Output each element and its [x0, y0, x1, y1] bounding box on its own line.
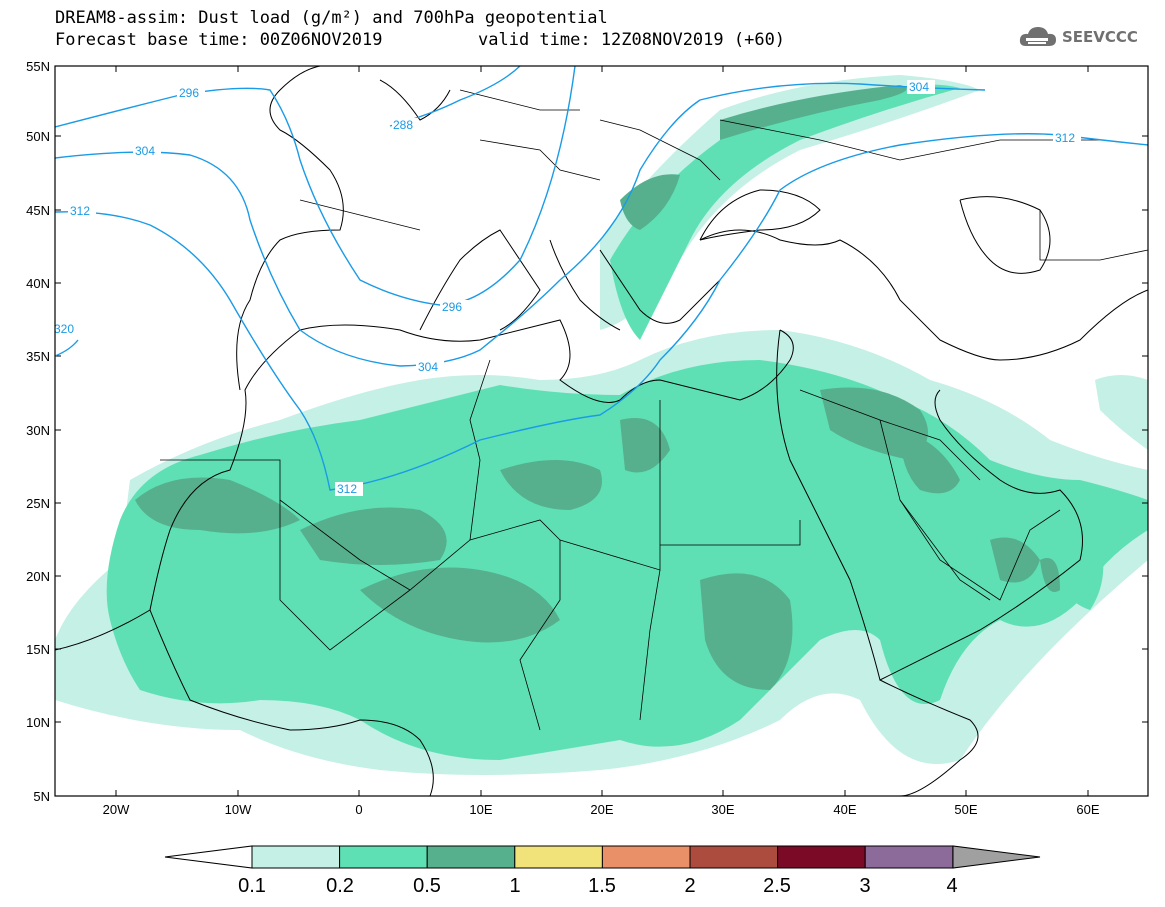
lat-label: 45N	[26, 203, 50, 218]
colorbar-swatch	[601, 845, 691, 869]
valid-time: valid time: 12Z08NOV2019 (+60)	[478, 30, 786, 50]
lon-label: 20E	[590, 802, 613, 817]
contour-label: 296	[442, 300, 462, 314]
colorbar-label: 0.5	[413, 875, 441, 897]
colorbar-swatch	[339, 845, 428, 869]
lon-label: 60E	[1076, 802, 1099, 817]
colorbar-high-arrow	[952, 845, 1041, 869]
forecast-base-time: Forecast base time: 00Z06NOV2019	[55, 30, 383, 50]
lon-label: 50E	[954, 802, 977, 817]
seevccc-logo: SEEVCCC	[1018, 24, 1138, 50]
contour-label: 312	[337, 482, 357, 496]
colorbar-swatch	[251, 845, 341, 869]
contour-label: 288	[393, 118, 413, 132]
contour-labels: 296 288 304 312 320 296 304 312 304 312	[54, 80, 1081, 496]
colorbar-swatch	[689, 845, 779, 869]
logo-text: SEEVCCC	[1062, 28, 1138, 46]
contour-label: 304	[418, 360, 438, 374]
lat-label: 55N	[26, 59, 50, 74]
contour-label: 320	[54, 322, 74, 336]
colorbar-label: 1	[509, 875, 520, 897]
map-frame	[54, 65, 1149, 797]
contour-label: 304	[909, 80, 929, 94]
colorbar: 0.1 0.2 0.5 1 1.5 2 2.5 3 4	[164, 845, 1041, 897]
longitude-labels: 20W 10W 0 10E 20E 30E 40E 50E 60E	[103, 802, 1100, 817]
lat-label: 30N	[26, 423, 50, 438]
lat-label: 10N	[26, 715, 50, 730]
colorbar-swatch	[864, 845, 954, 869]
lat-label: 15N	[26, 642, 50, 657]
lat-label: 5N	[33, 789, 50, 804]
map-title: DREAM8-assim: Dust load (g/m²) and 700hP…	[55, 8, 608, 28]
lat-label: 40N	[26, 276, 50, 291]
colorbar-swatch	[777, 845, 866, 869]
colorbar-label: 3	[859, 875, 870, 897]
contour-label: 304	[135, 144, 155, 158]
lon-label: 10E	[469, 802, 492, 817]
colorbar-label: 2	[684, 875, 695, 897]
latitude-labels: 55N 50N 45N 40N 35N 30N 25N 20N 15N 10N …	[26, 59, 50, 804]
colorbar-label: 0.2	[326, 875, 354, 897]
colorbar-low-arrow	[164, 845, 253, 869]
colorbar-swatch	[426, 845, 516, 869]
contour-label: 312	[1055, 131, 1075, 145]
lat-label: 25N	[26, 496, 50, 511]
lon-label: 20W	[103, 802, 130, 817]
lon-label: 30E	[711, 802, 734, 817]
lat-label: 50N	[26, 129, 50, 144]
colorbar-label: 4	[946, 875, 957, 897]
lon-label: 40E	[833, 802, 856, 817]
colorbar-label: 1.5	[588, 875, 616, 897]
colorbar-label: 0.1	[238, 875, 266, 897]
lon-label: 10W	[225, 802, 252, 817]
dust-layer-dark	[135, 85, 1060, 690]
contour-label: 296	[179, 86, 199, 100]
cloud-icon	[1019, 27, 1056, 46]
lon-label: 0	[355, 802, 362, 817]
colorbar-swatch	[514, 845, 603, 869]
lat-label: 20N	[26, 569, 50, 584]
colorbar-label: 2.5	[763, 875, 791, 897]
lat-label: 35N	[26, 349, 50, 364]
country-borders	[160, 89, 1148, 731]
contour-label: 312	[70, 204, 90, 218]
